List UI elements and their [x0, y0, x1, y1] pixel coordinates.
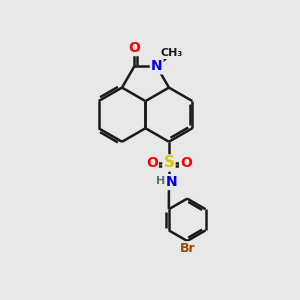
- Text: O: O: [128, 41, 140, 55]
- Text: O: O: [180, 156, 192, 170]
- Text: N: N: [151, 59, 163, 74]
- Text: O: O: [146, 156, 158, 170]
- Text: S: S: [164, 155, 174, 170]
- Text: N: N: [166, 175, 178, 189]
- Text: CH₃: CH₃: [161, 48, 183, 58]
- Text: H: H: [156, 176, 165, 186]
- Text: Br: Br: [179, 242, 195, 255]
